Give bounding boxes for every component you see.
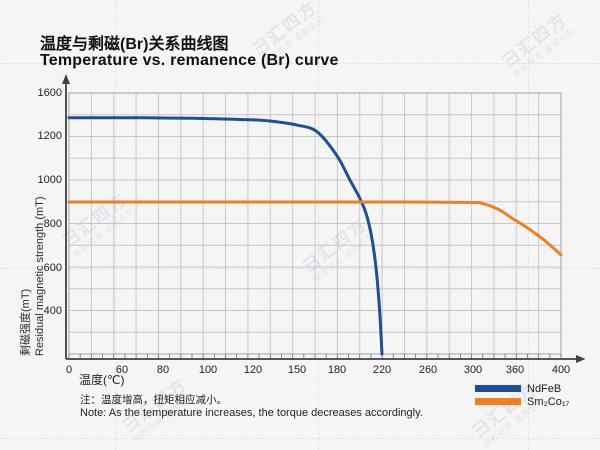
y-tick-label: 800	[43, 218, 62, 230]
bg-dashed-vline	[115, 0, 116, 450]
legend: NdFeB Sm₂Co₁₇	[475, 382, 569, 408]
y-tick-label: 1200	[37, 130, 62, 142]
bg-dashed-vline	[528, 0, 529, 450]
y-tick-label: 400	[43, 305, 62, 317]
x-tick-label: 400	[551, 364, 571, 376]
chart-title-zh: 温度与剩磁(Br)关系曲线图	[40, 36, 229, 53]
y-axis-title-zh: 剩磁强度(mT)	[20, 288, 32, 356]
y-tick-label: 1600	[37, 87, 62, 99]
x-tick-label: 360	[505, 364, 525, 376]
x-tick-label: 60	[115, 364, 129, 376]
x-tick-label: 100	[198, 364, 218, 376]
y-axis-title-en: Residual magnetic strength (mT)	[34, 196, 46, 356]
chart-title-en: Temperature vs. remanence (Br) curve	[40, 52, 339, 69]
x-tick-label: 220	[372, 364, 392, 376]
x-tick-label: 0	[65, 364, 73, 376]
x-axis-title: 温度(℃)	[79, 373, 125, 387]
sm2co17-color-swatch	[475, 398, 521, 405]
bg-dashed-vline	[318, 0, 319, 450]
x-tick-label: 180	[327, 364, 347, 376]
ndfeb-color-swatch	[475, 385, 521, 392]
legend-label-sm2co17: Sm₂Co₁₇	[527, 395, 570, 408]
bg-dashed-hline	[0, 63, 600, 64]
bg-dashed-hline	[0, 438, 600, 439]
footnote-en: Note: As the temperature increases, the …	[80, 407, 423, 420]
x-tick-label: 150	[287, 364, 307, 376]
legend-label-ndfeb: NdFeB	[527, 382, 562, 395]
x-tick-label: 260	[418, 364, 438, 376]
x-tick-label: 300	[463, 364, 483, 376]
legend-item-ndfeb: NdFeB	[475, 382, 569, 395]
footnote: 注：温度增高，扭矩相应减小。 Note: As the temperature …	[80, 394, 423, 420]
footnote-zh: 注：温度增高，扭矩相应减小。	[80, 394, 227, 406]
legend-item-sm2co17: Sm₂Co₁₇	[475, 395, 569, 408]
bg-dashed-hline	[0, 268, 600, 269]
x-tick-label: 120	[243, 364, 263, 376]
y-tick-label: 1000	[37, 174, 62, 186]
x-tick-label: 80	[156, 364, 170, 376]
y-tick-label: 600	[43, 262, 62, 274]
